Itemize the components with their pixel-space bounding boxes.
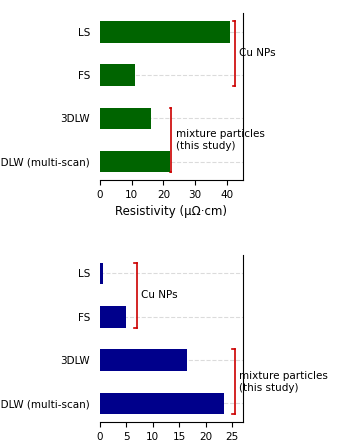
X-axis label: Resistivity (μΩ·cm): Resistivity (μΩ·cm) <box>115 205 227 218</box>
Bar <box>100 64 135 86</box>
Bar <box>100 263 102 284</box>
Bar <box>100 349 187 371</box>
Bar <box>100 151 170 172</box>
Text: Cu NPs: Cu NPs <box>239 48 276 58</box>
Bar <box>100 21 230 43</box>
Bar <box>100 306 126 328</box>
Text: mixture particles
(this study): mixture particles (this study) <box>239 371 328 392</box>
Text: Cu NPs: Cu NPs <box>141 290 178 300</box>
Text: mixture particles
(this study): mixture particles (this study) <box>176 129 265 151</box>
Bar <box>100 107 151 129</box>
Bar <box>100 392 224 414</box>
